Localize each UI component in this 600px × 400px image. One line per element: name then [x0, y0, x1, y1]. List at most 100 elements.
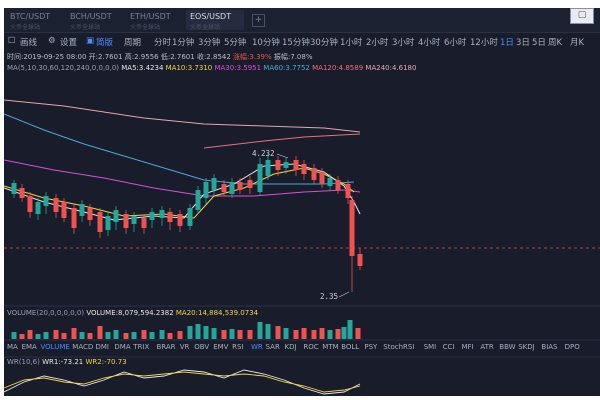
indicator-tab-dpo[interactable]: DPO — [564, 343, 580, 351]
period-option[interactable]: 15分钟 — [282, 38, 310, 48]
volume-bar — [177, 331, 183, 339]
period-option[interactable]: 2小时 — [366, 38, 389, 48]
candle-body — [71, 208, 77, 228]
price-chart[interactable]: 4.232 2.35 — [4, 8, 600, 396]
indicator-tab-cci[interactable]: CCI — [442, 343, 455, 351]
period-option[interactable]: 30分钟 — [310, 38, 338, 48]
wr2-line — [4, 371, 361, 393]
ma30-line — [4, 159, 361, 197]
low-price-annotation: 2.35 — [320, 292, 338, 301]
tab-bch-usdt[interactable]: BCH/USDT 火币全球站 — [66, 10, 124, 31]
candle-body — [275, 160, 281, 170]
settings-button[interactable]: 设置 — [60, 38, 78, 48]
volume-bar — [229, 329, 235, 339]
tab-eth-usdt[interactable]: ETH/USDT 火币全球站 — [126, 10, 184, 31]
volume-bar — [283, 328, 289, 339]
tab-exchange-label: 火币全球站 — [70, 24, 101, 31]
indicator-tab-macd[interactable]: MACD — [72, 343, 94, 351]
volume-bar — [203, 326, 209, 339]
volume-bar — [11, 332, 17, 339]
indicator-tab-atr[interactable]: ATR — [480, 343, 494, 351]
ma240-line — [4, 99, 361, 133]
indicator-tab-dmi[interactable]: DMI — [95, 343, 110, 351]
indicator-tab-boll[interactable]: BOLL — [341, 343, 360, 351]
indicator-tab-stochrsi[interactable]: StochRSI — [383, 343, 415, 351]
tab-pair-label: BCH/USDT — [70, 12, 112, 21]
period-option[interactable]: 分时 — [154, 38, 172, 48]
indicator-tab-psy[interactable]: PSY — [364, 343, 378, 351]
info-low: 低:2.7601 — [160, 53, 195, 61]
indicator-tab-smi[interactable]: SMI — [423, 343, 437, 351]
ma60-value: MA60:3.7752 — [263, 64, 310, 72]
candle-body — [177, 214, 183, 226]
candle-body — [237, 182, 243, 190]
volume-bar — [247, 330, 253, 339]
indicator-tab-kdj[interactable]: KDJ — [284, 343, 297, 351]
indicator-tab-emv[interactable]: EMV — [213, 343, 229, 351]
indicator-tab-rsi[interactable]: RSI — [232, 343, 244, 351]
period-option[interactable]: 3小时 — [392, 38, 415, 48]
window-control-button[interactable]: ▢ — [570, 8, 594, 24]
indicator-tab-skdj[interactable]: SKDJ — [518, 343, 535, 351]
period-option[interactable]: 5分钟 — [224, 38, 247, 48]
volume-bar — [167, 333, 173, 339]
indicator-tab-wr[interactable]: WR — [251, 343, 263, 351]
period-option[interactable]: 1日 — [500, 38, 514, 48]
indicator-tab-ma[interactable]: MA — [7, 343, 18, 351]
indicator-tab-obv[interactable]: OBV — [194, 343, 210, 351]
volume-bar — [97, 326, 103, 339]
candle-body — [35, 202, 41, 214]
period-option[interactable]: 周期 — [124, 38, 142, 48]
simple-view-button[interactable]: 简版 — [96, 38, 114, 48]
volume-bar — [237, 330, 243, 339]
volume-bar — [27, 330, 33, 339]
gear-icon[interactable]: ⚙ — [48, 36, 56, 46]
info-amplitude: 振幅:7.08% — [273, 53, 313, 61]
draw-button[interactable]: 画线 — [20, 38, 38, 48]
indicator-tab-sar[interactable]: SAR — [265, 343, 280, 351]
indicator-tab-mfi[interactable]: MFI — [461, 343, 474, 351]
volume-bar — [327, 330, 333, 339]
volume-bar — [19, 334, 25, 339]
indicator-tab-bbw[interactable]: BBW — [499, 343, 516, 351]
period-option[interactable]: 4小时 — [418, 38, 441, 48]
period-option[interactable]: 5日 — [532, 38, 546, 48]
period-option[interactable]: 10分钟 — [252, 38, 280, 48]
candle-body — [187, 208, 193, 226]
candle-body — [335, 180, 341, 190]
volume-bar — [221, 330, 227, 339]
period-option[interactable]: 1分钟 — [172, 38, 195, 48]
volume-bar — [355, 328, 361, 339]
period-option[interactable]: 1小时 — [340, 38, 363, 48]
period-option[interactable]: 12小时 — [470, 38, 498, 48]
tab-btc-usdt[interactable]: BTC/USDT 火币全球站 — [6, 10, 64, 31]
candle-body — [247, 180, 253, 188]
indicator-tab-ema[interactable]: EMA — [21, 343, 37, 351]
tab-pair-label: ETH/USDT — [130, 12, 171, 21]
indicator-tab-mtm[interactable]: MTM — [322, 343, 339, 351]
indicator-tab-vr[interactable]: VR — [179, 343, 190, 351]
period-option[interactable]: 月K — [570, 38, 585, 48]
candle-body — [203, 182, 209, 198]
volume-bar — [211, 328, 217, 339]
indicator-tab-trix[interactable]: TRIX — [133, 343, 150, 351]
period-option[interactable]: 3日 — [516, 38, 530, 48]
tab-eos-usdt[interactable]: EOS/USDT 火币全球站 — [186, 10, 244, 31]
draw-icon[interactable]: ☐ — [8, 36, 16, 46]
candle-body — [195, 190, 201, 210]
period-option[interactable]: 周K — [548, 38, 563, 48]
indicator-tab-dma[interactable]: DMA — [114, 343, 131, 351]
add-tab-button[interactable]: + — [252, 14, 265, 27]
candle-body — [113, 210, 119, 222]
indicator-tab-brar[interactable]: BRAR — [156, 343, 176, 351]
indicator-tab-bias[interactable]: BIAS — [541, 343, 558, 351]
period-option[interactable]: 3分钟 — [198, 38, 221, 48]
indicator-tab-roc[interactable]: ROC — [303, 343, 319, 351]
ma240-value: MA240:4.6180 — [365, 64, 417, 72]
volume-bar — [335, 329, 341, 339]
indicator-tab-volume[interactable]: VOLUME — [40, 343, 70, 351]
period-option[interactable]: 6小时 — [444, 38, 467, 48]
candle-body — [53, 198, 59, 212]
simple-view-icon[interactable]: ▣ — [86, 36, 95, 46]
candle-body — [43, 196, 49, 206]
